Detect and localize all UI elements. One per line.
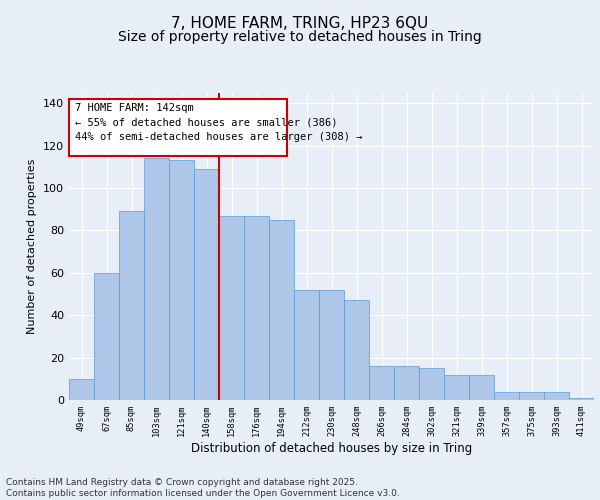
Bar [219,216,244,400]
Bar [344,300,369,400]
Bar [244,216,269,400]
Bar [469,374,494,400]
Bar [144,158,169,400]
Bar [69,379,94,400]
Bar [319,290,344,400]
X-axis label: Distribution of detached houses by size in Tring: Distribution of detached houses by size … [191,442,472,455]
Bar [169,160,194,400]
Bar [444,374,469,400]
Bar [269,220,294,400]
Bar [394,366,419,400]
FancyBboxPatch shape [69,98,287,156]
Text: Size of property relative to detached houses in Tring: Size of property relative to detached ho… [118,30,482,44]
Bar [519,392,544,400]
Y-axis label: Number of detached properties: Number of detached properties [28,158,37,334]
Bar [544,392,569,400]
Text: 7 HOME FARM: 142sqm
← 55% of detached houses are smaller (386)
44% of semi-detac: 7 HOME FARM: 142sqm ← 55% of detached ho… [76,104,363,142]
Bar [569,398,594,400]
Bar [194,169,219,400]
Text: Contains HM Land Registry data © Crown copyright and database right 2025.
Contai: Contains HM Land Registry data © Crown c… [6,478,400,498]
Bar [294,290,319,400]
Bar [94,273,119,400]
Bar [119,212,144,400]
Bar [369,366,394,400]
Bar [494,392,519,400]
Bar [419,368,444,400]
Text: 7, HOME FARM, TRING, HP23 6QU: 7, HOME FARM, TRING, HP23 6QU [172,16,428,32]
